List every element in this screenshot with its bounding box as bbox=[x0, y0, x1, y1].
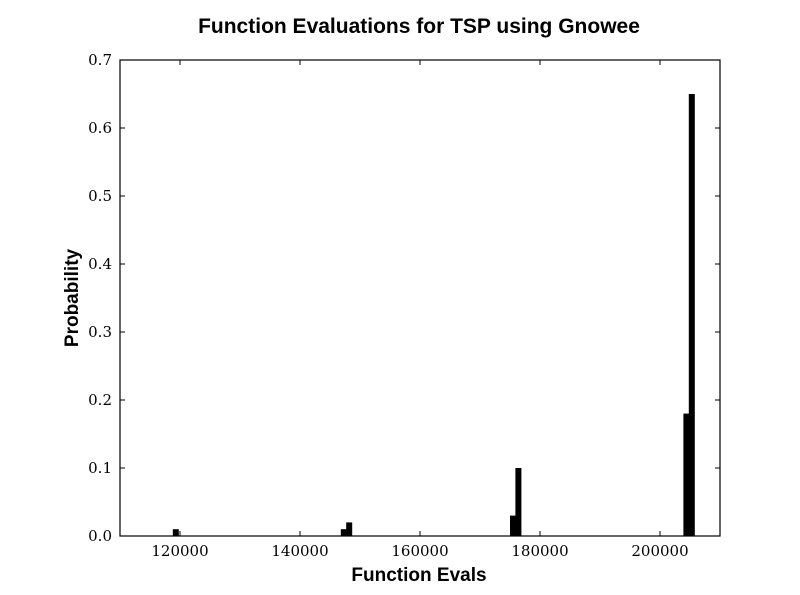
y-tick-label-6: 0.6 bbox=[88, 119, 112, 137]
x-tick-label-1: 140000 bbox=[271, 542, 328, 560]
plot-frame bbox=[119, 59, 721, 537]
bar-6 bbox=[688, 94, 695, 536]
x-tick-label-2: 160000 bbox=[391, 542, 448, 560]
y-tick-label-3: 0.3 bbox=[88, 323, 112, 341]
y-axis-label: Probability bbox=[62, 248, 83, 347]
x-tick-label-3: 180000 bbox=[511, 542, 568, 560]
bar-0 bbox=[172, 529, 179, 536]
bar-3 bbox=[510, 515, 516, 536]
ticks-layer: 120000 140000 160000 180000 200000 0.0 0.1 0.2 0… bbox=[88, 51, 720, 560]
x-axis-label: Function Evals bbox=[351, 565, 486, 586]
bar-1 bbox=[340, 529, 347, 536]
y-tick-label-4: 0.4 bbox=[88, 255, 112, 273]
y-tick-label-0: 0.0 bbox=[88, 527, 112, 545]
y-tick-label-1: 0.1 bbox=[88, 459, 112, 477]
x-tick-label-4: 200000 bbox=[631, 542, 688, 560]
bar-5 bbox=[683, 413, 690, 536]
bar-4 bbox=[515, 468, 522, 536]
y-tick-label-7: 0.7 bbox=[88, 51, 112, 69]
x-tick-label-0: 120000 bbox=[151, 542, 208, 560]
y-tick-label-5: 0.5 bbox=[88, 187, 112, 205]
bar-2 bbox=[346, 522, 353, 536]
chart-title: Function Evaluations for TSP using Gnowe… bbox=[198, 15, 640, 38]
bars-layer bbox=[172, 94, 695, 536]
y-tick-label-2: 0.2 bbox=[88, 391, 112, 409]
